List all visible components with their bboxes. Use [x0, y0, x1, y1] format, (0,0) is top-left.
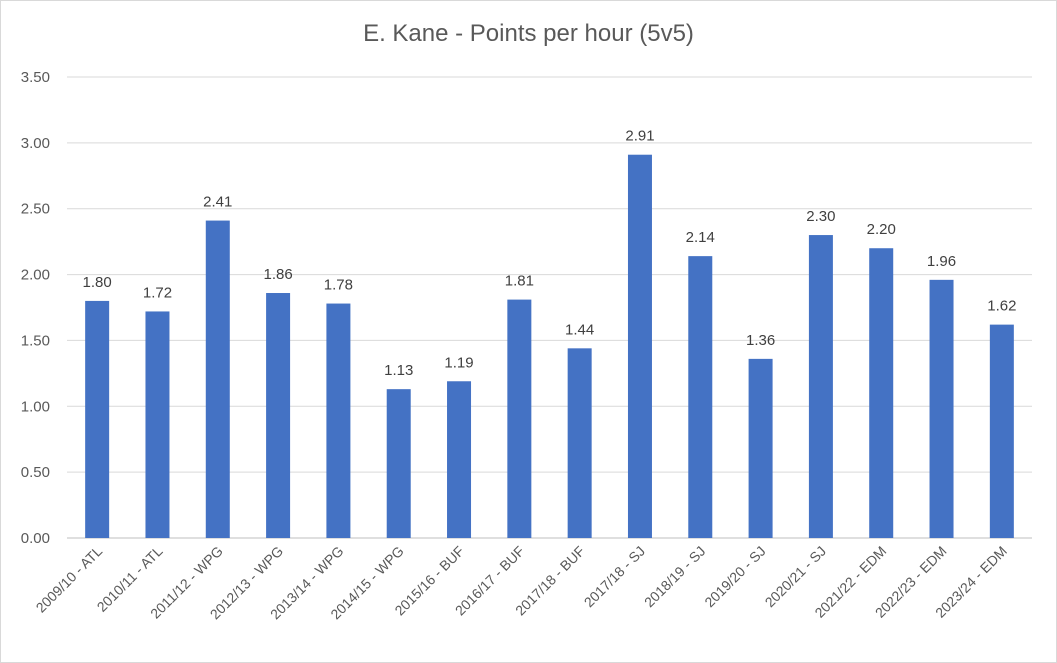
- data-label: 1.44: [565, 321, 594, 338]
- bar: [85, 300, 110, 538]
- data-label: 1.72: [143, 284, 172, 301]
- y-tick-label: 1.50: [21, 332, 50, 349]
- bar: [627, 154, 652, 538]
- bar: [989, 324, 1014, 538]
- data-label: 2.14: [686, 229, 715, 246]
- chart-title: E. Kane - Points per hour (5v5): [363, 20, 694, 47]
- y-tick-label: 3.50: [21, 69, 50, 86]
- data-label: 1.78: [324, 277, 353, 294]
- bar: [507, 299, 532, 538]
- bar: [929, 279, 954, 538]
- data-label: 1.62: [987, 298, 1016, 315]
- bar: [447, 381, 472, 538]
- y-tick-label: 3.00: [21, 135, 50, 152]
- data-label: 1.81: [505, 273, 534, 290]
- bar: [748, 358, 773, 538]
- data-label: 1.80: [83, 274, 112, 291]
- data-label: 1.36: [746, 332, 775, 349]
- bar: [266, 293, 291, 538]
- data-label: 2.91: [625, 128, 654, 145]
- bar: [326, 303, 351, 538]
- bar: [386, 389, 411, 538]
- bar: [808, 235, 833, 539]
- y-tick-label: 0.00: [21, 530, 50, 547]
- bar: [869, 248, 894, 538]
- data-label: 1.13: [384, 362, 413, 379]
- bar-series: [85, 154, 1014, 539]
- data-label: 2.20: [867, 221, 896, 238]
- data-label: 2.30: [806, 208, 835, 225]
- y-tick-label: 2.00: [21, 267, 50, 284]
- bar: [567, 348, 592, 538]
- x-tick-label: 2019/20 - SJ: [701, 543, 768, 610]
- x-tick-label: 2020/21 - SJ: [762, 543, 829, 610]
- data-label: 1.19: [444, 354, 473, 371]
- data-labels: 1.80 1.72 2.41 1.86 1.78 1.13 1.19 1.81 1.44 2.91…: [83, 128, 1017, 379]
- y-tick-label: 0.50: [21, 464, 50, 481]
- y-tick-label: 1.00: [21, 398, 50, 415]
- bar: [145, 311, 170, 538]
- y-axis-tick-labels: 0.00 0.50 1.00 1.50 2.00 2.50 3.00 3.50: [21, 69, 50, 547]
- data-label: 1.96: [927, 253, 956, 270]
- bar: [205, 220, 230, 538]
- data-label: 2.41: [203, 194, 232, 211]
- y-tick-label: 2.50: [21, 201, 50, 218]
- bar: [688, 256, 713, 538]
- data-label: 1.86: [263, 266, 292, 283]
- x-tick-label: 2018/19 - SJ: [641, 543, 708, 610]
- x-tick-label: 2017/18 - SJ: [581, 543, 648, 610]
